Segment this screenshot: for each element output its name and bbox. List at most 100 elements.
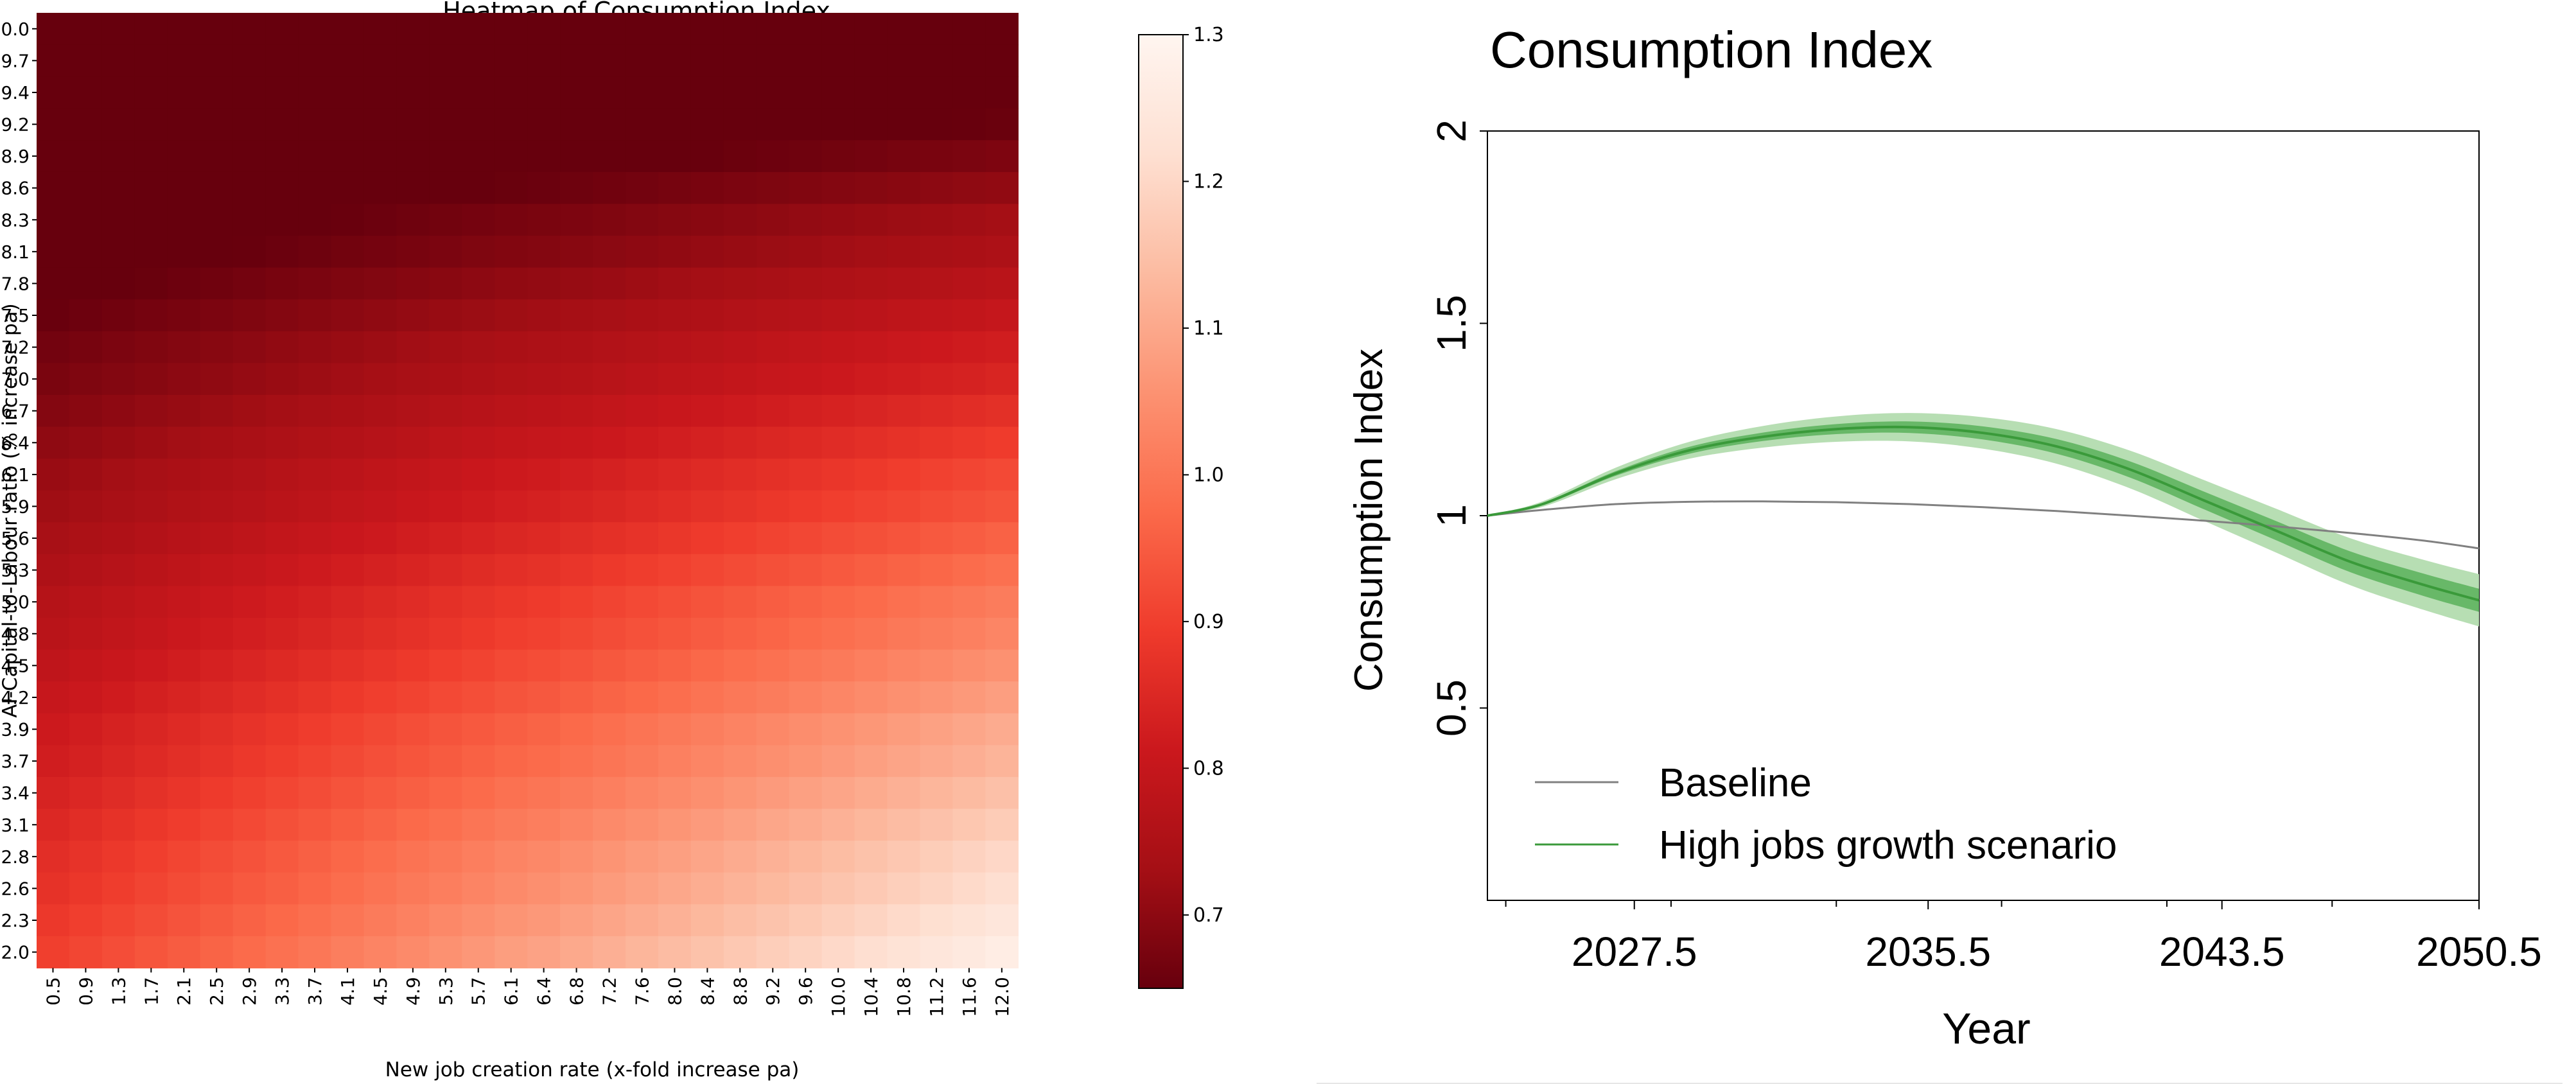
- heatmap-cell: [854, 171, 888, 205]
- heatmap-cell: [37, 108, 70, 141]
- heatmap-cell: [232, 76, 267, 109]
- heatmap-cell: [429, 44, 462, 77]
- heatmap-cell: [821, 841, 855, 873]
- heatmap-cell: [920, 331, 954, 363]
- heatmap-cell: [887, 13, 921, 46]
- heatmap-cell: [952, 936, 986, 968]
- heatmap-cell: [364, 745, 397, 778]
- heatmap-cell: [134, 586, 168, 618]
- heatmap-cell: [593, 649, 626, 682]
- heatmap-cell: [821, 554, 855, 587]
- heatmap-cell: [593, 713, 626, 746]
- heatmap-cell: [462, 426, 495, 459]
- heatmap-cell: [723, 554, 757, 587]
- heatmap-y-tick-label: 7.2: [1, 337, 30, 358]
- heatmap-cell: [134, 44, 168, 77]
- heatmap-cell: [658, 936, 692, 968]
- heatmap-cell: [920, 204, 954, 236]
- heatmap-cell: [429, 872, 462, 905]
- heatmap-cell: [527, 586, 561, 618]
- heatmap-cell: [37, 44, 70, 77]
- heatmap-cell: [167, 426, 201, 459]
- heatmap-cell: [560, 394, 593, 428]
- heatmap-cell: [593, 331, 626, 363]
- heatmap-cell: [69, 745, 103, 778]
- heatmap-cell: [920, 776, 954, 810]
- heatmap-cell: [560, 617, 593, 651]
- heatmap-cell: [462, 236, 495, 268]
- heatmap-cell: [789, 394, 823, 428]
- heatmap-x-tick-label: 0.9: [75, 977, 96, 1006]
- heatmap-cell: [167, 394, 201, 428]
- heatmap-cell: [690, 299, 724, 332]
- heatmap-cell: [789, 809, 823, 841]
- heatmap-cell: [625, 108, 659, 141]
- heatmap-cell: [495, 331, 528, 363]
- heatmap-cell: [952, 299, 986, 332]
- heatmap-cell: [560, 108, 593, 141]
- heatmap-cell: [756, 44, 790, 77]
- heatmap-cell: [265, 13, 299, 46]
- heatmap-cell: [298, 44, 332, 77]
- heatmap-x-tick-label: 8.0: [664, 977, 685, 1006]
- heatmap-cell: [429, 936, 462, 968]
- heatmap-cell: [789, 904, 823, 937]
- heatmap-cell: [364, 809, 397, 841]
- heatmap-cell: [364, 108, 397, 141]
- heatmap-cell: [495, 459, 528, 491]
- heatmap-cell: [134, 363, 168, 396]
- heatmap-cell: [690, 426, 724, 459]
- heatmap-cell: [200, 490, 234, 523]
- heatmap-cell: [298, 267, 332, 300]
- heatmap-cell: [265, 108, 299, 141]
- heatmap-cell: [101, 171, 136, 205]
- heatmap-cell: [625, 459, 659, 491]
- heatmap-cell: [789, 204, 823, 236]
- heatmap-cell: [789, 363, 823, 396]
- heatmap-cell: [854, 681, 888, 714]
- heatmap-cell: [298, 76, 332, 109]
- heatmap-cell: [69, 713, 103, 746]
- heatmap-cell: [560, 649, 593, 682]
- heatmap-cell: [952, 649, 986, 682]
- heatmap-x-tick-label: 10.4: [861, 977, 882, 1017]
- heatmap-cell: [495, 841, 528, 873]
- colorbar-tick-label: 0.8: [1193, 757, 1224, 780]
- heatmap-cell: [462, 745, 495, 778]
- heatmap-cell: [723, 76, 757, 109]
- heatmap-cell: [396, 809, 430, 841]
- heatmap-cell: [985, 204, 1019, 236]
- heatmap-cell: [69, 936, 103, 968]
- heatmap-x-tick-label: 7.6: [631, 977, 653, 1006]
- heatmap-cell: [331, 44, 365, 77]
- heatmap-cell: [854, 236, 888, 268]
- line-chart-y-tick-label: 2: [1428, 119, 1475, 143]
- heatmap-cell: [495, 713, 528, 746]
- heatmap-cell: [593, 776, 626, 810]
- heatmap-cell: [560, 171, 593, 205]
- heatmap-cell: [364, 44, 397, 77]
- heatmap-cell: [364, 171, 397, 205]
- heatmap-cell: [167, 236, 201, 268]
- heatmap-cell: [495, 809, 528, 841]
- heatmap-cell: [756, 586, 790, 618]
- heatmap-y-tick-label: 7.0: [1, 369, 30, 390]
- heatmap-cell: [658, 617, 692, 651]
- heatmap-cell: [560, 681, 593, 714]
- heatmap-cell: [495, 745, 528, 778]
- heatmap-cell: [429, 586, 462, 618]
- high-jobs-series-line: [1487, 425, 2480, 602]
- heatmap-cell: [854, 363, 888, 396]
- heatmap-cell: [69, 586, 103, 618]
- heatmap-cell: [593, 204, 626, 236]
- heatmap-cell: [101, 554, 136, 587]
- heatmap-y-tick-label: 6.4: [1, 432, 30, 453]
- heatmap-cell: [167, 171, 201, 205]
- heatmap-cell: [265, 617, 299, 651]
- heatmap-cell: [658, 522, 692, 555]
- heatmap-cell: [200, 426, 234, 459]
- heatmap-cell: [364, 140, 397, 173]
- heatmap-cell: [298, 236, 332, 268]
- heatmap-cell: [134, 490, 168, 523]
- heatmap-cell: [756, 713, 790, 746]
